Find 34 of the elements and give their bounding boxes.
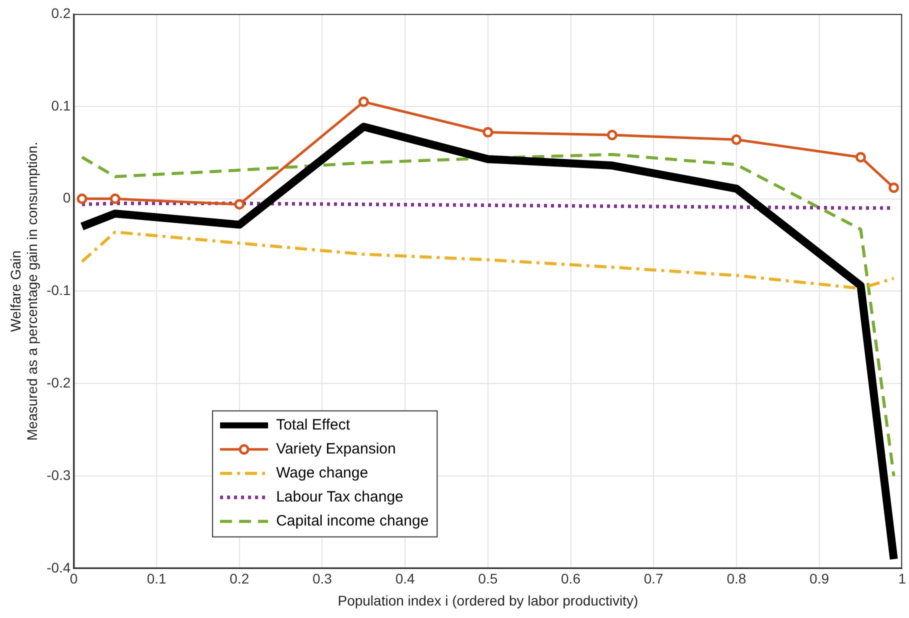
x-axis-title: Population index i (ordered by labor productivity) [338, 592, 638, 608]
x-tick-label: 0.3 [312, 570, 332, 587]
y-tick-label: 0 [62, 190, 71, 206]
point [888, 182, 900, 193]
legend-label: Wage change [276, 464, 368, 482]
legend-label: Capital income change [276, 512, 429, 530]
point [110, 194, 120, 204]
point [76, 194, 88, 204]
line-series [80, 230, 896, 290]
x-tick-label: 0.9 [810, 570, 830, 587]
point [855, 152, 866, 162]
legend-label: Labour Tax change [276, 488, 404, 506]
x-tick-label: 1 [898, 570, 906, 587]
x-tick-label: 0.4 [395, 570, 416, 587]
y-tick-label: -0.2 [46, 374, 71, 390]
point [731, 134, 742, 145]
y-tick-label: -0.3 [46, 466, 71, 483]
y-tick-label: -0.4 [46, 559, 71, 576]
legend-label: Variety Expansion [276, 440, 396, 458]
y-tick-label: 0.2 [51, 4, 71, 21]
x-tick-label: 0.6 [561, 570, 581, 587]
point [606, 130, 618, 140]
y-tick-label: -0.1 [46, 282, 71, 298]
x-tick-label: 0.1 [146, 570, 167, 587]
point [482, 127, 494, 138]
x-tick-label: 0.2 [230, 570, 250, 587]
x-tick-label: 0.5 [478, 570, 498, 587]
y-axis-title: Welfare Gain Measured as a percentage gain in consumption. [7, 142, 40, 441]
legend-label: Total Effect [276, 416, 351, 434]
point [234, 199, 245, 210]
x-tick-label: 0.7 [644, 570, 664, 587]
x-tick-label: 0.8 [726, 570, 746, 587]
point [358, 96, 369, 108]
y-tick-label: 0.1 [51, 97, 71, 114]
